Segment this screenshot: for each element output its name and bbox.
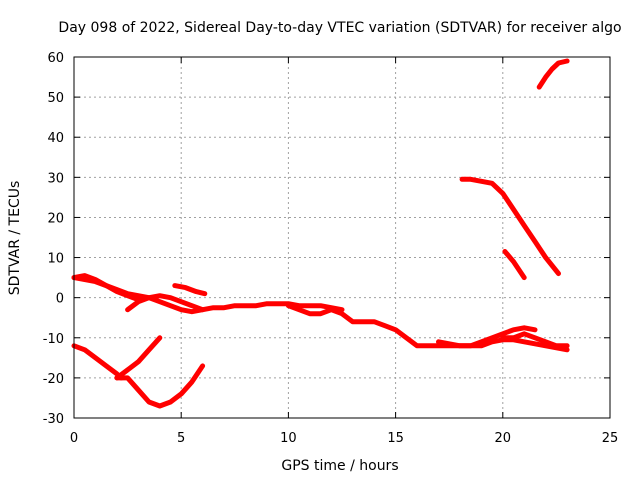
y-tick-label: 50	[47, 91, 64, 106]
x-tick-label: 15	[387, 431, 404, 446]
chart-title: Day 098 of 2022, Sidereal Day-to-day VTE…	[58, 20, 621, 36]
y-tick-label: 10	[47, 252, 64, 267]
x-tick-label: 10	[280, 431, 297, 446]
series-arc-6	[114, 363, 206, 409]
y-tick-label: -10	[43, 332, 64, 347]
series-arc-12	[502, 249, 527, 281]
series-arc-5	[71, 343, 124, 381]
x-tick-label: 5	[177, 431, 185, 446]
x-tick-label: 25	[602, 431, 619, 446]
series-arc-3	[125, 293, 206, 313]
y-tick-label: 20	[47, 211, 64, 226]
series-arc-8	[285, 303, 570, 353]
series-arc-2	[71, 273, 141, 303]
y-tick-label: 60	[47, 51, 64, 66]
y-tick-label: 0	[56, 292, 64, 307]
series-arc-1	[71, 275, 345, 315]
y-tick-label: 30	[47, 171, 64, 186]
ticks: 0 5 10 15 20 25 -30 -20 -10 0 10 20 30 40 50 60	[43, 51, 619, 446]
series-arc-4	[172, 283, 208, 297]
x-axis-label: GPS time / hours	[281, 458, 398, 474]
series-arc-9	[436, 325, 538, 349]
plot-frame	[73, 56, 611, 419]
series-layer	[71, 58, 570, 409]
series-arc-11	[459, 176, 561, 277]
y-tick-label: -30	[43, 412, 64, 427]
x-tick-label: 0	[70, 431, 78, 446]
x-tick-label: 20	[495, 431, 512, 446]
y-tick-label: -20	[43, 372, 64, 387]
y-axis-label: SDTVAR / TECUs	[7, 181, 23, 296]
series-arc-13	[536, 58, 570, 90]
y-tick-label: 40	[47, 131, 64, 146]
series-arc-10	[500, 331, 570, 349]
series-arc-7	[114, 335, 163, 381]
